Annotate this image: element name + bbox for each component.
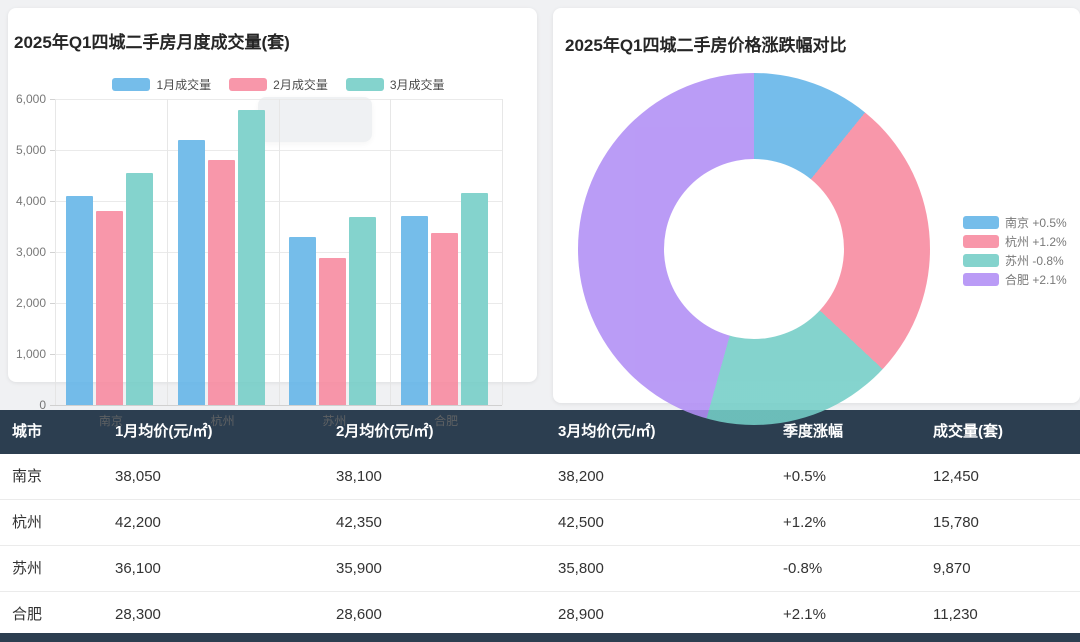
- x-axis-line: [55, 405, 502, 406]
- donut-chart-card: 2025年Q1四城二手房价格涨跌幅对比: [553, 8, 1080, 403]
- table-cell: 合肥: [12, 606, 43, 623]
- table-header-row: 城市 1月均价(元/㎡) 2月均价(元/㎡) 3月均价(元/㎡) 季度涨幅 成交量(套): [0, 410, 1080, 454]
- table-cell: 9,870: [933, 560, 971, 577]
- table-cell: 南京: [12, 468, 43, 485]
- table-cell: 36,100: [115, 560, 161, 577]
- table-cell: 杭州: [12, 514, 43, 531]
- table-cell: -0.8%: [783, 560, 823, 577]
- y-axis-tick: [50, 405, 55, 406]
- table-cell: 38,050: [115, 468, 161, 485]
- table-cell: 15,780: [933, 514, 979, 531]
- table-header-cell: 1月均价(元/㎡): [115, 423, 213, 440]
- bar-chart-title: 2025年Q1四城二手房月度成交量(套): [14, 33, 290, 52]
- table-cell: 38,200: [558, 468, 604, 485]
- price-table: 城市 1月均价(元/㎡) 2月均价(元/㎡) 3月均价(元/㎡) 季度涨幅 成交量(套) …: [0, 410, 1080, 638]
- table-cell: 28,900: [558, 606, 604, 623]
- table-cell: 42,500: [558, 514, 604, 531]
- table-header-cell: 成交量(套): [933, 423, 1003, 440]
- table-row: 合肥 28,300 28,600 28,900 +2.1% 11,230: [0, 592, 1080, 638]
- table-cell: 苏州: [12, 560, 43, 577]
- table-cell: 11,230: [933, 606, 978, 623]
- table-cell: 35,900: [336, 560, 382, 577]
- table-header-cell: 2月均价(元/㎡): [336, 423, 434, 440]
- table-cell: +2.1%: [783, 606, 826, 623]
- table-cell: 42,200: [115, 514, 161, 531]
- bottom-dark-bar: [0, 633, 1080, 642]
- table-cell: 12,450: [933, 468, 979, 485]
- table-cell: +1.2%: [783, 514, 826, 531]
- table-cell: 38,100: [336, 468, 382, 485]
- table-row: 苏州 36,100 35,900 35,800 -0.8% 9,870: [0, 546, 1080, 592]
- table-cell: 35,800: [558, 560, 604, 577]
- table-cell: 28,300: [115, 606, 161, 623]
- table-cell: +0.5%: [783, 468, 826, 485]
- table-header-cell: 季度涨幅: [783, 423, 844, 440]
- table-cell: 42,350: [336, 514, 382, 531]
- table-header-cell: 3月均价(元/㎡): [558, 423, 656, 440]
- table-row: 杭州 42,200 42,350 42,500 +1.2% 15,780: [0, 500, 1080, 546]
- bar-chart-card: 2025年Q1四城二手房月度成交量(套): [8, 8, 537, 382]
- table-body: 南京 38,050 38,100 38,200 +0.5% 12,450 杭州 42,200 4…: [0, 454, 1080, 638]
- table-row: 南京 38,050 38,100 38,200 +0.5% 12,450: [0, 454, 1080, 500]
- table-cell: 28,600: [336, 606, 382, 623]
- table-header-cell: 城市: [12, 423, 43, 440]
- donut-chart-title: 2025年Q1四城二手房价格涨跌幅对比: [565, 36, 847, 55]
